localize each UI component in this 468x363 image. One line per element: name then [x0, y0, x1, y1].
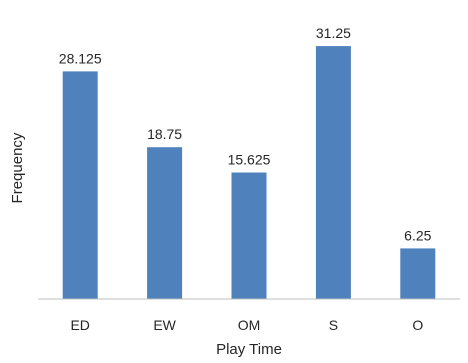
x-tick-label-o: O — [412, 317, 423, 333]
bar-ed — [62, 71, 98, 300]
data-label-o: 6.25 — [404, 227, 431, 243]
data-label-ew: 18.75 — [147, 126, 182, 142]
x-tick-label-ew: EW — [153, 317, 176, 333]
y-axis-title: Frequency — [9, 132, 26, 203]
data-label-ed: 28.125 — [59, 50, 102, 66]
x-tick-label-ed: ED — [70, 317, 89, 333]
data-label-group: 28.125 18.75 15.625 31.25 6.25 — [59, 25, 432, 243]
bar-s — [315, 46, 351, 299]
bars-group — [62, 46, 436, 300]
bar-o — [400, 248, 436, 299]
bar-om — [231, 172, 267, 299]
data-label-om: 15.625 — [228, 152, 271, 168]
x-tick-group: ED EW OM S O — [70, 317, 423, 333]
bar-ew — [147, 147, 183, 299]
x-axis-title: Play Time — [216, 341, 282, 358]
x-tick-label-s: S — [329, 317, 338, 333]
x-tick-label-om: OM — [238, 317, 261, 333]
data-label-s: 31.25 — [316, 25, 351, 41]
